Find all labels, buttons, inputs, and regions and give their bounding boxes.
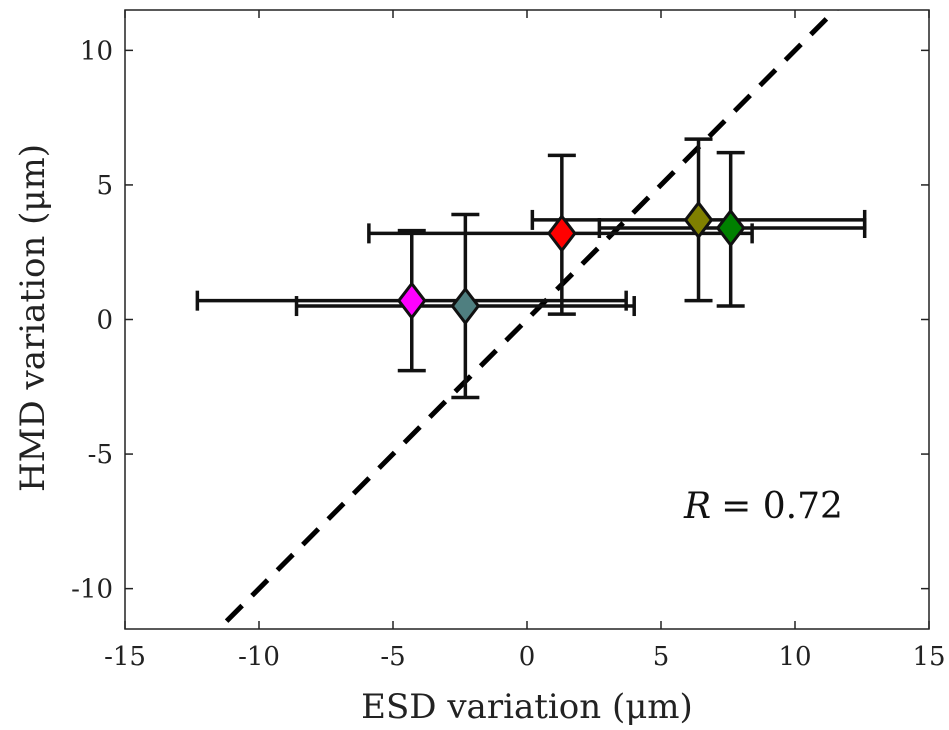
correlation-annotation: R = 0.72 (683, 486, 843, 527)
data-point (683, 200, 714, 240)
y-tick-label: -5 (88, 440, 113, 470)
data-point (715, 208, 746, 248)
x-tick-label: 0 (519, 642, 536, 672)
x-tick-label: 10 (778, 642, 811, 672)
x-tick-label: 15 (912, 642, 945, 672)
y-tick-label: 5 (96, 171, 113, 201)
plot-area: -15 -10 -5 0 5 10 15 -10 -5 0 5 10 (71, 9, 946, 672)
x-tick-label: -5 (380, 642, 405, 672)
x-tick-label: -15 (104, 642, 146, 672)
x-tick-label: -10 (238, 642, 280, 672)
correlation-symbol: R (683, 486, 711, 527)
y-tick-label: -10 (71, 575, 113, 605)
x-tick-label: 5 (653, 642, 670, 672)
y-axis-title: HMD variation (μm) (13, 144, 53, 492)
data-point (396, 281, 427, 321)
axes-frame (124, 9, 930, 630)
data-point (546, 213, 577, 253)
correlation-value: = 0.72 (721, 486, 843, 527)
y-tick-label: 0 (96, 306, 113, 336)
reference-line (215, 10, 839, 629)
y-tick-label: 10 (80, 36, 113, 66)
data-point (450, 286, 481, 326)
x-axis-title: ESD variation (μm) (361, 687, 693, 727)
